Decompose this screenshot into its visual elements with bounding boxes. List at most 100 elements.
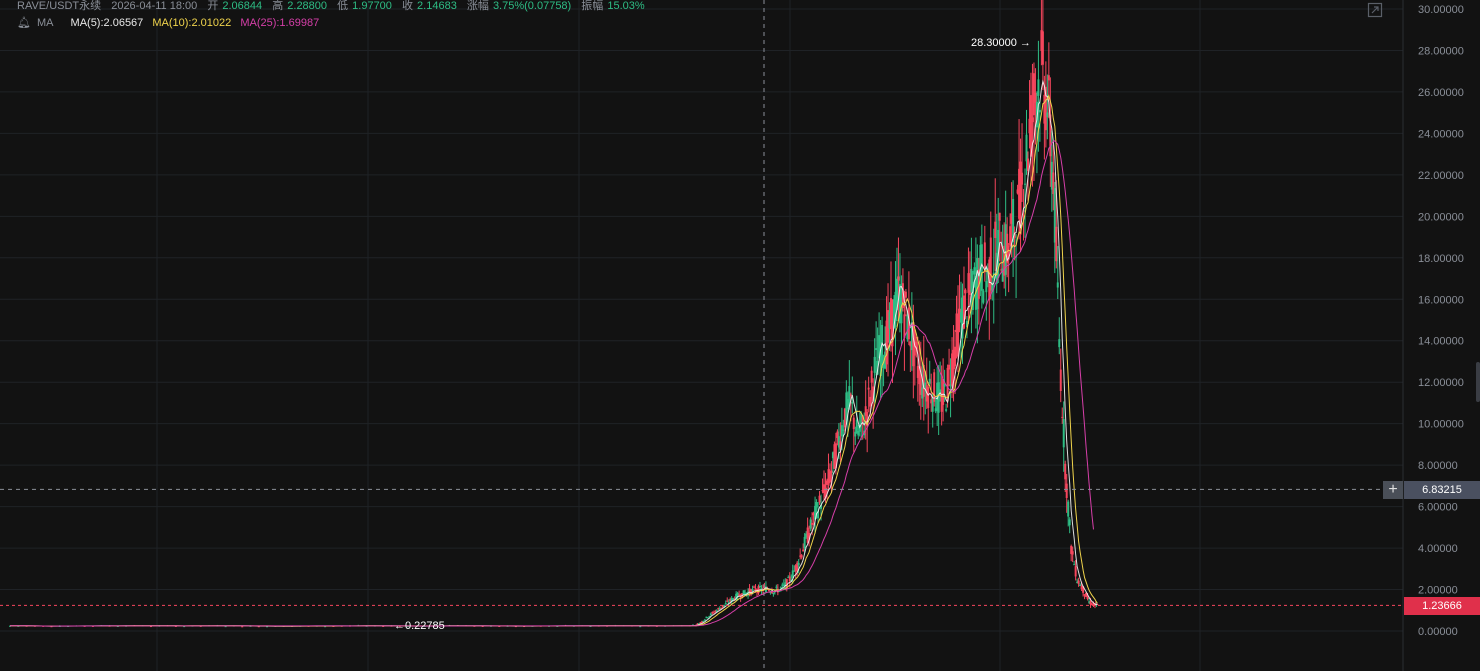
- candle-body: [821, 490, 824, 492]
- low-value: 1.97700: [352, 0, 392, 12]
- candle-body: [837, 436, 840, 448]
- candle-body: [726, 600, 729, 602]
- candle-body: [730, 598, 733, 602]
- ma-indicator-label[interactable]: MA: [36, 17, 54, 29]
- candle-body: [940, 394, 943, 412]
- candle-body: [1031, 117, 1034, 123]
- candle-body: [982, 290, 985, 303]
- candle-body: [918, 365, 921, 385]
- candle-body: [382, 625, 385, 627]
- amplitude-value: 15.03%: [607, 0, 645, 12]
- candle-body: [1061, 416, 1064, 418]
- bell-icon[interactable]: 🔔︎: [17, 17, 31, 29]
- candle-body: [806, 527, 809, 543]
- candle-body: [898, 284, 901, 324]
- candle-body: [959, 312, 962, 323]
- candle-body: [1043, 94, 1046, 124]
- candle-body: [952, 349, 955, 370]
- candle-body: [1047, 75, 1050, 81]
- candle-body: [828, 472, 831, 483]
- candle-body: [983, 242, 986, 273]
- candle-body: [772, 593, 775, 595]
- candle-body: [1067, 501, 1070, 517]
- candle-body: [867, 387, 870, 390]
- candle-body: [824, 487, 827, 498]
- candle-body: [1004, 224, 1007, 275]
- candle-body: [720, 607, 723, 609]
- candle-body: [796, 562, 799, 571]
- candle-body: [870, 370, 873, 383]
- candle-body: [1091, 604, 1094, 606]
- fullscreen-icon[interactable]: [1367, 2, 1383, 18]
- candle-body: [1018, 168, 1021, 219]
- candle-body: [785, 579, 788, 588]
- candle-body: [812, 513, 815, 516]
- candle-body: [919, 366, 922, 395]
- candle-body: [787, 576, 790, 578]
- candle-body: [183, 626, 186, 628]
- candle-body: [971, 281, 974, 310]
- candle-body: [1088, 601, 1091, 603]
- amplitude-label: 振幅: [581, 0, 604, 12]
- candle-body: [890, 298, 893, 330]
- candle-body: [770, 591, 773, 593]
- ma-legend: 🔔︎ MA MA(5):2.06567 MA(10):2.01022 MA(25)…: [17, 16, 325, 30]
- candle-body: [860, 413, 863, 425]
- candle-body: [840, 425, 843, 437]
- symbol-label[interactable]: RAVE/USDT永续: [17, 0, 102, 12]
- candle-body: [802, 549, 805, 552]
- candle-body: [873, 356, 876, 373]
- candle-body: [498, 626, 501, 628]
- candle-body: [793, 570, 796, 572]
- candle-body: [1029, 95, 1032, 157]
- candle-body: [962, 295, 965, 329]
- candle-body: [1056, 282, 1059, 288]
- close-value: 2.14683: [417, 0, 457, 12]
- candle-body: [1009, 226, 1012, 246]
- candle-body: [715, 610, 718, 612]
- datetime-label: 2026-04-11 18:00: [111, 0, 198, 12]
- candle-body: [851, 401, 854, 404]
- candle-body: [973, 267, 976, 275]
- candle-body: [903, 314, 906, 338]
- candle-body: [738, 594, 741, 596]
- add-order-button[interactable]: +: [1383, 481, 1403, 499]
- candle-body: [968, 290, 971, 295]
- candle-body: [866, 411, 869, 427]
- candle-body: [931, 397, 934, 412]
- candle-body: [882, 360, 885, 368]
- y-tick-label: 14.00000: [1418, 336, 1464, 348]
- candle-body: [705, 616, 708, 618]
- candle-body: [736, 592, 739, 598]
- candle-body: [827, 469, 830, 484]
- candle-body: [800, 555, 803, 558]
- candle-body: [922, 365, 925, 397]
- candle-body: [697, 623, 700, 625]
- price-axis-scroll-handle[interactable]: [1476, 362, 1480, 402]
- candle-body: [797, 562, 800, 566]
- candle-body: [1074, 566, 1077, 577]
- candle-body: [748, 588, 751, 593]
- candle-body: [732, 598, 735, 600]
- candle-body: [809, 519, 812, 529]
- candle-body: [1028, 118, 1031, 134]
- candle-body: [1082, 586, 1085, 593]
- candle-body: [739, 597, 742, 599]
- ma10-value: MA(10):2.01022: [152, 17, 232, 29]
- candle-body: [849, 394, 852, 396]
- candle-body: [979, 244, 982, 284]
- min-price-annotation: ←0.22785: [394, 620, 445, 632]
- candle-body: [858, 425, 861, 432]
- candle-body: [901, 283, 904, 309]
- candle-body: [791, 570, 794, 578]
- candle-body: [864, 406, 867, 416]
- candle-body: [1019, 161, 1022, 235]
- candle-body: [954, 346, 957, 367]
- candle-body: [1024, 183, 1027, 185]
- candle-body: [589, 625, 592, 627]
- candle-body: [980, 244, 983, 291]
- candle-body: [1034, 92, 1037, 103]
- candle-body: [751, 588, 754, 591]
- candle-body: [742, 590, 745, 596]
